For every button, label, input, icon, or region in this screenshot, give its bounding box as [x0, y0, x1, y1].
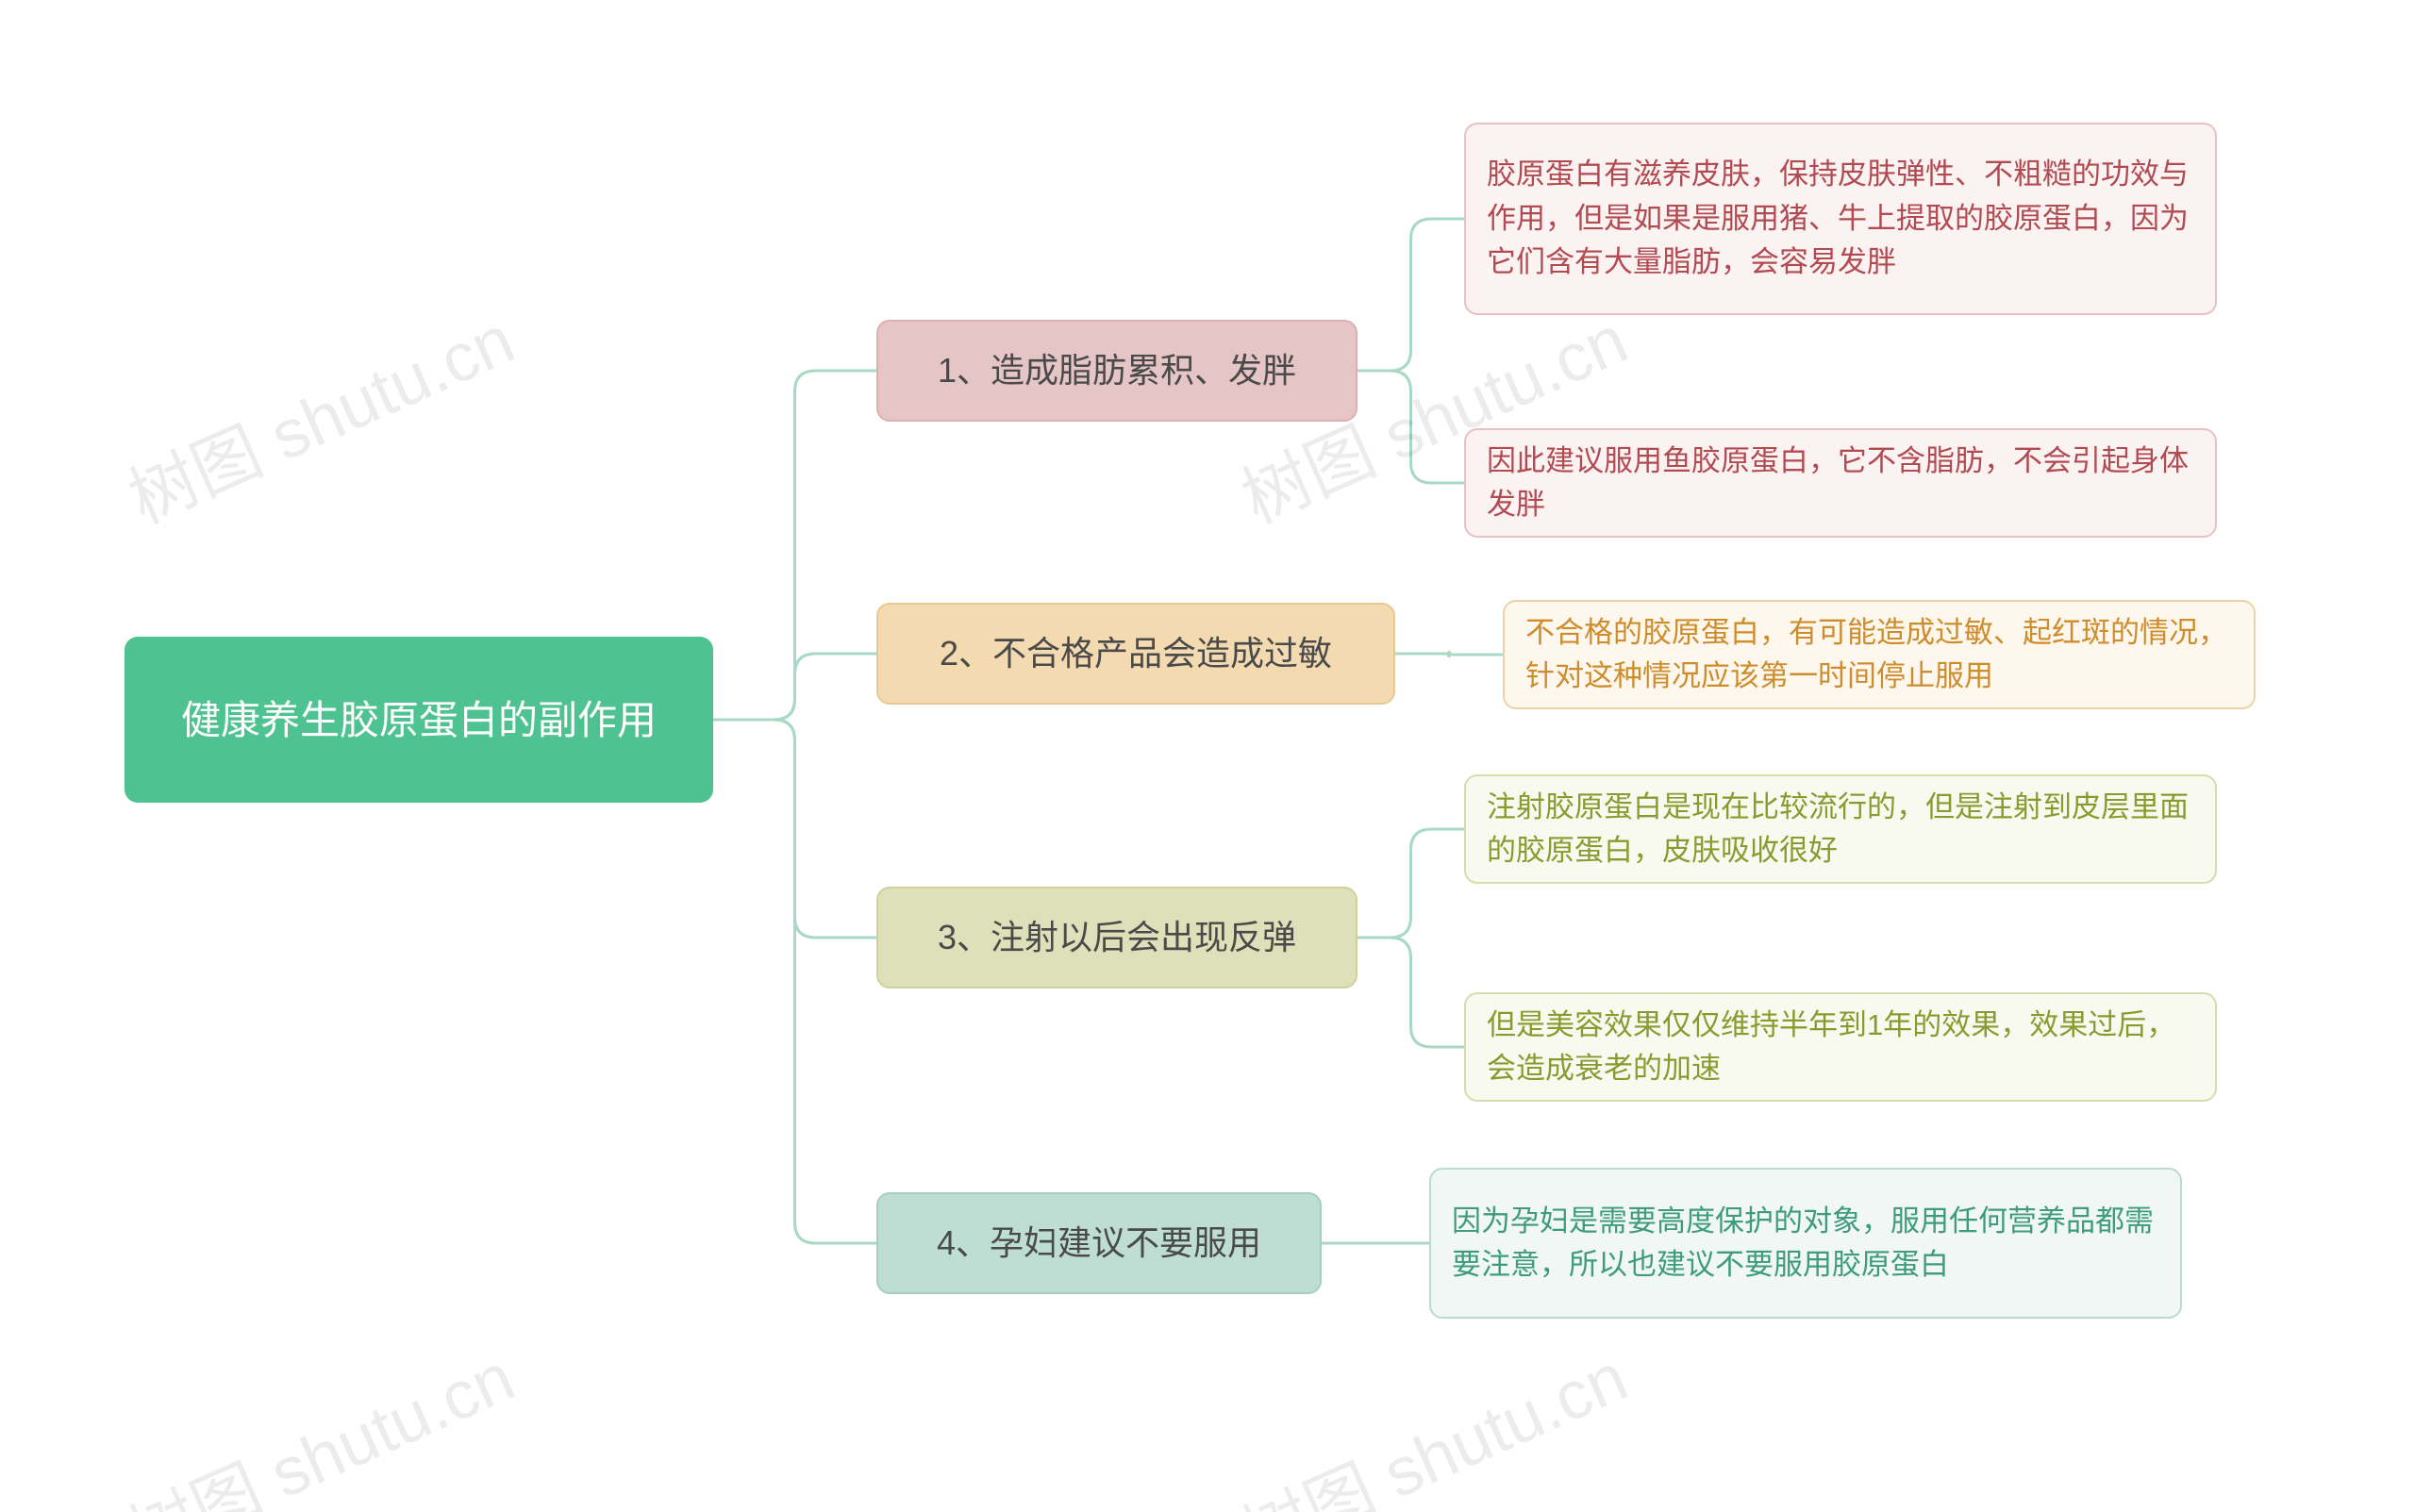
- watermark: 树图 shutu.cn: [1224, 1322, 1640, 1512]
- branch-2[interactable]: 2、不合格产品会造成过敏: [876, 603, 1395, 705]
- branch-4[interactable]: 4、孕妇建议不要服用: [876, 1192, 1322, 1294]
- mindmap-canvas: 健康养生胶原蛋白的副作用 1、造成脂肪累积、发胖 胶原蛋白有滋养皮肤，保持皮肤弹…: [0, 0, 2415, 1512]
- watermark: 树图 shutu.cn: [110, 1322, 526, 1512]
- watermark: 树图 shutu.cn: [110, 285, 526, 542]
- branch-4-leaf-1[interactable]: 因为孕妇是需要高度保护的对象，服用任何营养品都需要注意，所以也建议不要服用胶原蛋…: [1429, 1168, 2182, 1319]
- branch-1-leaf-1[interactable]: 胶原蛋白有滋养皮肤，保持皮肤弹性、不粗糙的功效与作用，但是如果是服用猪、牛上提取…: [1464, 123, 2217, 315]
- branch-1-leaf-2[interactable]: 因此建议服用鱼胶原蛋白，它不含脂肪，不会引起身体发胖: [1464, 428, 2217, 538]
- branch-1[interactable]: 1、造成脂肪累积、发胖: [876, 320, 1357, 422]
- branch-3-leaf-1[interactable]: 注射胶原蛋白是现在比较流行的，但是注射到皮层里面的胶原蛋白，皮肤吸收很好: [1464, 774, 2217, 884]
- branch-3-leaf-2[interactable]: 但是美容效果仅仅维持半年到1年的效果，效果过后，会造成衰老的加速: [1464, 992, 2217, 1102]
- root-node[interactable]: 健康养生胶原蛋白的副作用: [125, 637, 713, 803]
- branch-3[interactable]: 3、注射以后会出现反弹: [876, 887, 1357, 989]
- branch-2-leaf-1[interactable]: 不合格的胶原蛋白，有可能造成过敏、起红斑的情况，针对这种情况应该第一时间停止服用: [1503, 600, 2256, 709]
